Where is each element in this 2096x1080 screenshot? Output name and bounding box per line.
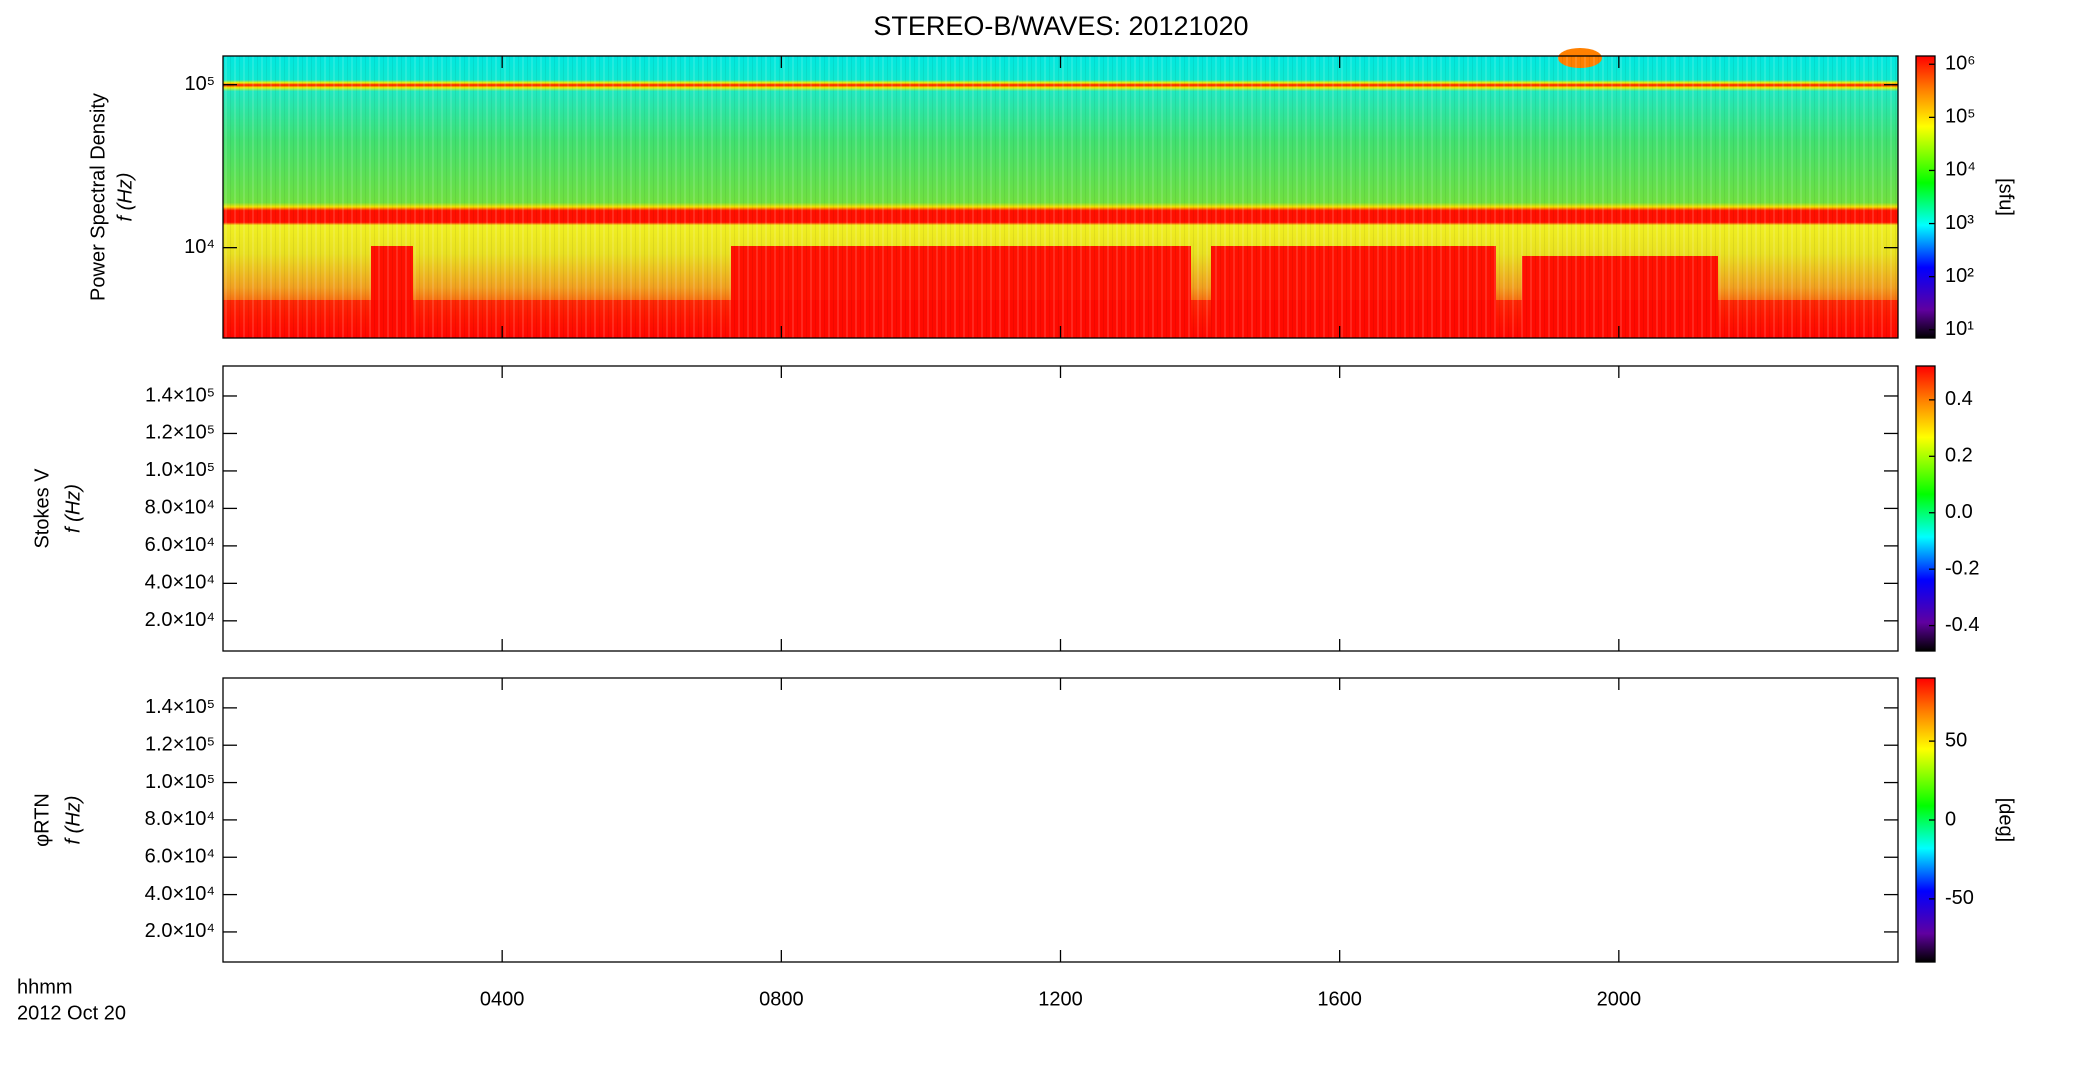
y-tick-label: 2.0×10⁴ — [145, 609, 215, 631]
colorbar-frame — [1915, 55, 1936, 339]
y-tick-label: 1.0×10⁵ — [145, 771, 215, 793]
plot-frame — [222, 677, 1899, 963]
colorbar-tick-label: 0 — [1945, 808, 1956, 830]
colorbar-tick-label: 10³ — [1945, 212, 1974, 234]
x-tick-label: 1200 — [1038, 988, 1083, 1010]
colorbar-tick-label: 10⁴ — [1945, 159, 1976, 181]
colorbar-tick-label: -0.4 — [1945, 614, 1979, 636]
y-tick-label: 8.0×10⁴ — [145, 497, 215, 519]
x-tick-label: 0800 — [759, 988, 804, 1010]
spectrogram-texture — [223, 56, 1898, 338]
y-tick-label: 6.0×10⁴ — [145, 534, 215, 556]
y-tick-label: 4.0×10⁴ — [145, 883, 215, 905]
x-tick-label: 1600 — [1317, 988, 1362, 1010]
y-tick-label: 6.0×10⁴ — [145, 846, 215, 868]
colorbar — [1916, 678, 1935, 962]
colorbar — [1916, 366, 1935, 651]
y-axis-label: φRTN — [31, 793, 53, 847]
colorbar-label: [sfu] — [1995, 178, 2017, 216]
spectrogram-image — [223, 48, 1898, 338]
colorbar-tick-label: 10¹ — [1945, 318, 1974, 340]
colorbar-tick-label: 0.4 — [1945, 388, 1973, 410]
chart-title: STEREO-B/WAVES: 20121020 — [873, 11, 1248, 41]
y-tick-label: 1.4×10⁵ — [145, 696, 215, 718]
y-tick-label: 1.0×10⁵ — [145, 459, 215, 481]
colorbar — [1916, 56, 1935, 338]
colorbar-tick-label: 10² — [1945, 265, 1974, 287]
y-axis-label: Power Spectral Density — [87, 93, 109, 301]
x-tick-label: 2000 — [1597, 988, 1642, 1010]
y-axis-label: Stokes V — [31, 468, 53, 549]
y-tick-label: 10⁵ — [184, 73, 215, 95]
y-tick-label: 1.2×10⁵ — [145, 422, 215, 444]
colorbar-tick-label: 0.2 — [1945, 445, 1973, 467]
y-tick-label: 1.4×10⁵ — [145, 384, 215, 406]
colorbar-tick-label: 0.0 — [1945, 501, 1973, 523]
y-axis-label: f (Hz) — [114, 173, 136, 222]
colorbar-tick-label: 10⁶ — [1945, 53, 1975, 75]
y-tick-label: 8.0×10⁴ — [145, 808, 215, 830]
x-axis-label: hhmm — [17, 976, 73, 998]
y-tick-label: 10⁴ — [184, 236, 215, 258]
date-label: 2012 Oct 20 — [17, 1002, 126, 1024]
y-tick-label: 2.0×10⁴ — [145, 920, 215, 942]
x-tick-label: 0400 — [480, 988, 525, 1010]
plot-frame — [222, 365, 1899, 652]
colorbar-frame — [1915, 365, 1936, 652]
colorbar-tick-label: -50 — [1945, 887, 1974, 909]
y-axis-label: f (Hz) — [62, 484, 84, 533]
y-tick-label: 1.2×10⁵ — [145, 734, 215, 756]
colorbar-label: [deg] — [1995, 798, 2017, 842]
colorbar-tick-label: -0.2 — [1945, 557, 1979, 579]
colorbar-tick-label: 10⁵ — [1945, 106, 1976, 128]
y-tick-label: 4.0×10⁴ — [145, 572, 215, 594]
colorbar-tick-label: 50 — [1945, 729, 1967, 751]
y-axis-label: f (Hz) — [62, 796, 84, 845]
